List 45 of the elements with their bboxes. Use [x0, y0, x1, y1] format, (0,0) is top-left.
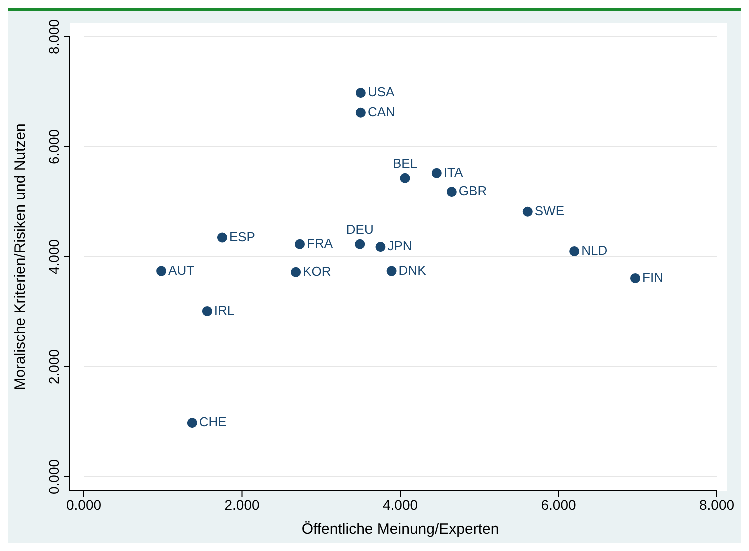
annotation: FIN	[642, 270, 664, 286]
annotation: JPN	[388, 238, 412, 254]
x-axis-title: Öffentliche Meinung/Experten	[302, 521, 500, 538]
y-axis-title: Moralische Kriterien/Risiken und Nutzen	[12, 124, 30, 390]
point	[376, 242, 386, 252]
point	[386, 266, 397, 276]
point	[217, 232, 228, 243]
point	[400, 173, 410, 184]
point	[291, 267, 302, 278]
x-tick-label: 6.000	[541, 496, 576, 513]
x-tick-label: 2.000	[224, 496, 260, 513]
point	[630, 273, 640, 284]
annotation: AUT	[168, 262, 195, 278]
x-tick-label: 4.000	[382, 496, 418, 513]
annotation: SWE	[534, 203, 565, 218]
point	[356, 88, 366, 98]
point	[446, 187, 457, 198]
annotation: CHE	[199, 414, 228, 430]
point	[156, 266, 167, 276]
annotation: GBR	[458, 184, 488, 199]
annotation: KOR	[303, 264, 332, 279]
point	[356, 108, 366, 118]
annotation: DNK	[398, 262, 427, 278]
point	[432, 168, 442, 178]
y-tick-label: 8.000	[46, 19, 62, 55]
y-tick-label: 4.000	[46, 239, 62, 275]
annotation: DEU	[346, 222, 374, 237]
annotation: ESP	[229, 229, 256, 244]
annotation: BEL	[392, 156, 418, 171]
point	[295, 239, 306, 250]
x-tick-label: 0.000	[66, 496, 102, 513]
point	[522, 206, 533, 217]
annotation: FRA	[307, 236, 334, 251]
y-tick-label: 6.000	[46, 129, 62, 165]
x-tick-label: 8.000	[699, 496, 735, 513]
annotation: IRL	[214, 303, 235, 318]
point	[187, 418, 198, 428]
annotation: CAN	[368, 104, 396, 120]
point	[570, 246, 580, 256]
y-tick-label: 2.000	[46, 349, 62, 385]
point	[202, 306, 212, 316]
point	[355, 239, 366, 250]
annotation: USA	[368, 84, 395, 100]
annotation: ITA	[444, 164, 464, 180]
annotation: NLD	[582, 243, 608, 258]
